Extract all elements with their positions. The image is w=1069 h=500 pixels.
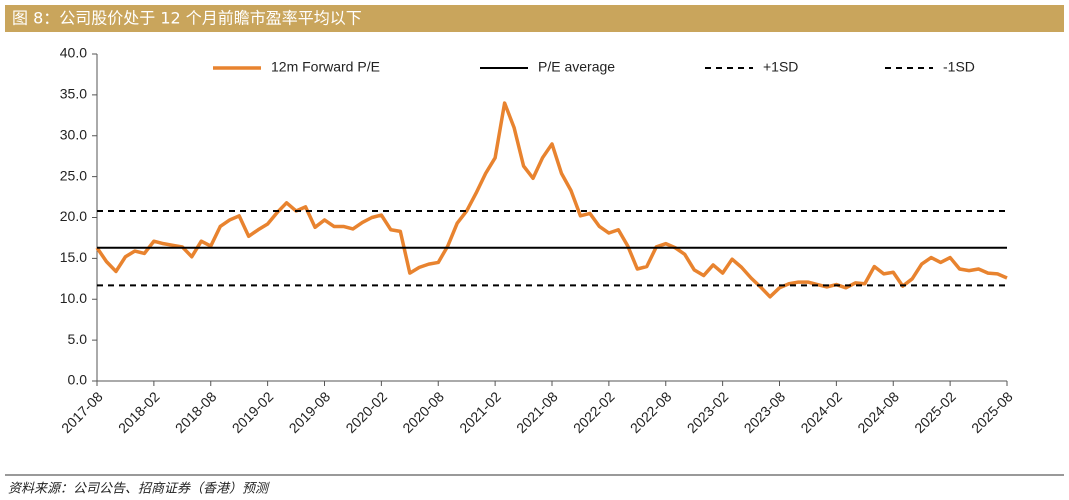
x-tick-label: 2019-08 [286, 388, 334, 436]
y-tick-label: 40.0 [60, 45, 87, 61]
x-tick-label: 2023-02 [684, 388, 732, 436]
x-tick-label: 2018-08 [172, 388, 220, 436]
legend-label: P/E average [538, 59, 615, 75]
x-tick-label: 2020-02 [342, 388, 390, 436]
y-tick-label: 30.0 [60, 126, 87, 142]
x-tick-label: 2017-08 [58, 388, 106, 436]
title-bar [5, 5, 1064, 32]
x-tick-label: 2024-08 [854, 388, 902, 436]
x-tick-label: 2023-08 [741, 388, 789, 436]
x-tick-label: 2022-08 [627, 388, 675, 436]
x-tick-label: 2021-08 [513, 388, 561, 436]
x-tick-label: 2021-02 [456, 388, 504, 436]
y-tick-label: 20.0 [60, 208, 87, 224]
x-tick-label: 2019-02 [229, 388, 277, 436]
y-tick-label: 35.0 [60, 86, 87, 102]
y-tick-label: 5.0 [68, 331, 88, 347]
y-tick-label: 10.0 [60, 290, 87, 306]
source-note: 资料来源：公司公告、招商证券（香港）预测 [8, 481, 270, 497]
y-tick-label: 25.0 [60, 167, 87, 183]
legend-label: 12m Forward P/E [271, 59, 380, 75]
x-tick-label: 2025-02 [911, 388, 959, 436]
legend-label: +1SD [763, 59, 798, 75]
x-tick-label: 2020-08 [399, 388, 447, 436]
y-tick-label: 15.0 [60, 249, 87, 265]
data-line [95, 101, 1008, 299]
x-tick-label: 2024-02 [797, 388, 845, 436]
y-tick-label: 0.0 [68, 372, 88, 388]
chart-title: 图 8：公司股价处于 12 个月前瞻市盈率平均以下 [12, 9, 362, 28]
x-tick-label: 2018-02 [115, 388, 163, 436]
x-tick-label: 2025-08 [968, 388, 1016, 436]
x-tick-label: 2022-02 [570, 388, 618, 436]
legend-label: -1SD [943, 59, 975, 75]
